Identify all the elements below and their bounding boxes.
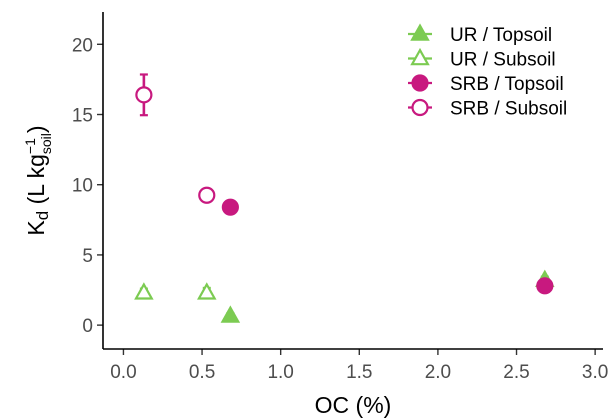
x-tick-label: 0.0 (110, 362, 136, 383)
legend-label: SRB / Topsoil (450, 74, 564, 95)
axis-ticks: 0.0 0.5 1.0 1.5 2.0 2.5 3.0 0 5 10 15 20 (72, 35, 608, 383)
y-tick-label: 15 (72, 106, 93, 127)
series-ur-subsoil (134, 282, 217, 300)
legend-item: UR / Topsoil (408, 23, 552, 46)
legend-label: SRB / Subsoil (450, 99, 567, 120)
y-axis-title-close: ) (23, 125, 49, 133)
x-tick-label: 2.0 (425, 362, 451, 383)
x-axis-title: OC (%) (315, 392, 392, 418)
data-point (536, 277, 554, 295)
y-axis-title: Kd (L kg−1soil) (22, 125, 54, 235)
legend-item: UR / Subsoil (408, 47, 556, 71)
data-point (135, 86, 153, 104)
legend-item: SRB / Subsoil (408, 99, 567, 120)
y-tick-label: 0 (82, 316, 93, 337)
y-axis-title-main: K (23, 220, 49, 236)
y-axis-title-subscript: d (33, 211, 52, 220)
data-point (220, 305, 241, 323)
legend: UR / Topsoil UR / Subsoil SRB / Topsoil SRB… (408, 23, 567, 120)
data-point (134, 282, 154, 300)
legend-item: SRB / Topsoil (408, 74, 564, 95)
data-points (134, 73, 555, 323)
y-axis-title-unit: (L kg (23, 154, 49, 211)
legend-key-marker (410, 23, 430, 41)
y-axis-title-unit-subscript: soil (38, 133, 54, 154)
legend-label: UR / Topsoil (450, 25, 552, 46)
x-tick-label: 3.0 (582, 362, 608, 383)
y-tick-label: 20 (72, 35, 93, 56)
y-axis-title-superscript: −1 (22, 138, 38, 154)
series-ur-topsoil (220, 269, 555, 323)
series-srb-topsoil (221, 198, 554, 295)
y-tick-label: 5 (82, 246, 93, 267)
axes (102, 12, 603, 350)
legend-label: UR / Subsoil (450, 50, 556, 71)
x-tick-label: 0.5 (189, 362, 215, 383)
x-tick-label: 1.0 (267, 362, 293, 383)
data-point (198, 186, 216, 204)
x-tick-label: 2.5 (503, 362, 529, 383)
legend-key-marker (411, 74, 429, 92)
legend-key-marker (411, 98, 429, 117)
series-srb-subsoil (135, 73, 216, 204)
x-tick-label: 1.5 (346, 362, 372, 383)
data-point (197, 282, 217, 300)
data-point (221, 198, 239, 216)
legend-key-marker (410, 47, 430, 66)
y-tick-label: 10 (72, 176, 93, 197)
